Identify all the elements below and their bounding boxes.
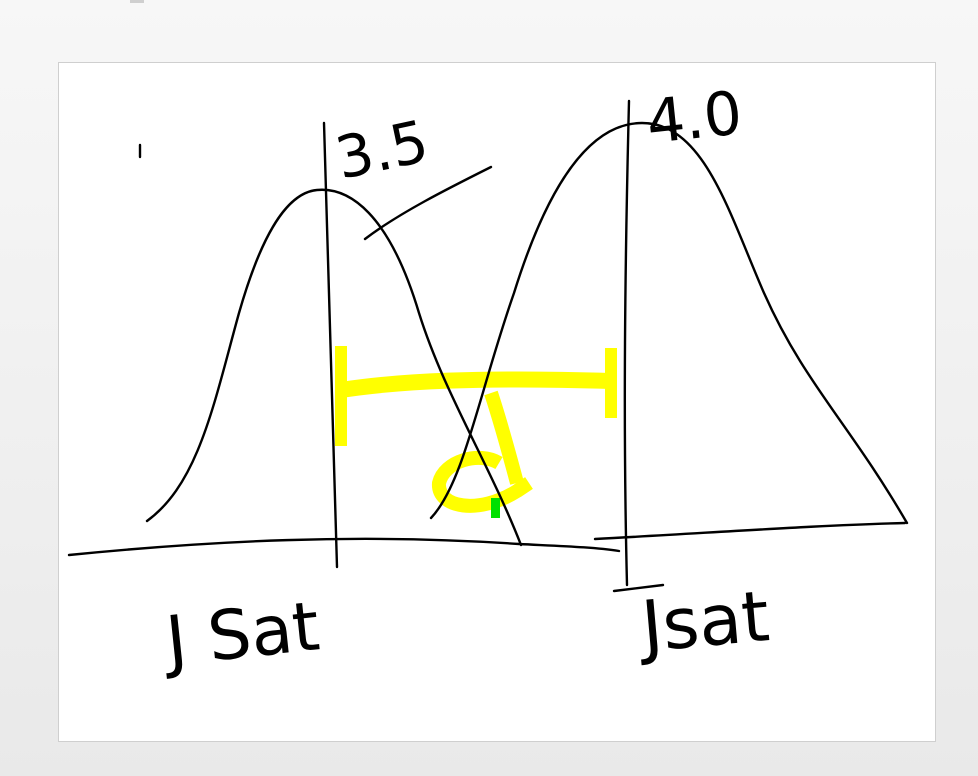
sketch-svg: 3.5 4.0 J Sat Jsat — [67, 78, 909, 682]
left-mean-label: 3.5 — [330, 107, 434, 193]
highlight-a-stem — [484, 390, 524, 485]
left-axis-label: J Sat — [159, 587, 324, 682]
right-axis-label: Jsat — [634, 575, 772, 668]
green-marker — [491, 498, 500, 518]
left-mean-line — [322, 121, 339, 569]
right-mean-label: 4.0 — [643, 78, 745, 158]
baseline-axis — [67, 537, 621, 557]
label-pointer-stroke — [363, 165, 493, 241]
highlight-horizontal-bar — [339, 371, 612, 398]
left-bell-curve — [145, 188, 523, 547]
baseline-axis-right — [593, 521, 907, 541]
right-mean-tick — [612, 583, 665, 593]
right-mean-line — [623, 99, 631, 587]
right-bell-curve — [429, 121, 909, 525]
drawing-canvas[interactable]: 3.5 4.0 J Sat Jsat — [58, 62, 936, 742]
window-edge-mark — [130, 0, 144, 3]
